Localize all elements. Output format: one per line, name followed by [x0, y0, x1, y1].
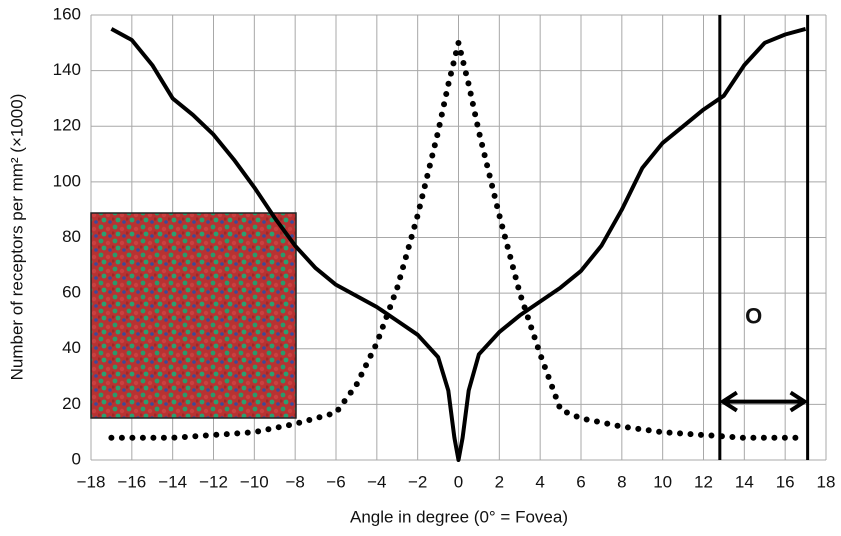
- y-tick-label: 120: [53, 116, 81, 135]
- x-tick-label: −8: [285, 472, 304, 491]
- y-tick-label: 40: [62, 338, 81, 357]
- y-tick-label: 160: [53, 4, 81, 23]
- x-tick-label: 6: [576, 472, 585, 491]
- x-tick-label: 18: [817, 472, 836, 491]
- x-tick-label: 14: [735, 472, 754, 491]
- x-tick-label: 0: [454, 472, 463, 491]
- solid-line: [110, 26, 807, 462]
- y-tick-label: 60: [62, 283, 81, 302]
- x-axis-label: Angle in degree (0° = Fovea): [350, 507, 568, 526]
- annotation-label: O: [745, 303, 762, 328]
- x-tick-label: 2: [495, 472, 504, 491]
- x-tick-label: −6: [326, 472, 345, 491]
- x-tick-label: 8: [617, 472, 626, 491]
- y-tick-label: 140: [53, 60, 81, 79]
- x-tick-label: 10: [653, 472, 672, 491]
- x-tick-label: −16: [117, 472, 146, 491]
- x-tick-label: −2: [408, 472, 427, 491]
- y-tick-label: 20: [62, 394, 81, 413]
- x-tick-label: −18: [77, 472, 106, 491]
- dotted-line: [108, 39, 799, 441]
- y-tick-label: 80: [62, 227, 81, 246]
- x-tick-label: 4: [535, 472, 544, 491]
- inset-image: [90, 212, 297, 419]
- y-tick-label: 100: [53, 171, 81, 190]
- x-tick-label: −4: [367, 472, 386, 491]
- x-tick-label: −12: [199, 472, 228, 491]
- x-tick-label: 16: [776, 472, 795, 491]
- y-tick-label: 0: [72, 449, 81, 468]
- x-tick-label: −14: [158, 472, 187, 491]
- x-tick-label: 12: [694, 472, 713, 491]
- y-axis-label: Number of receptors per mm² (×1000): [7, 94, 26, 381]
- double-arrow: [719, 390, 809, 413]
- x-tick-label: −10: [240, 472, 269, 491]
